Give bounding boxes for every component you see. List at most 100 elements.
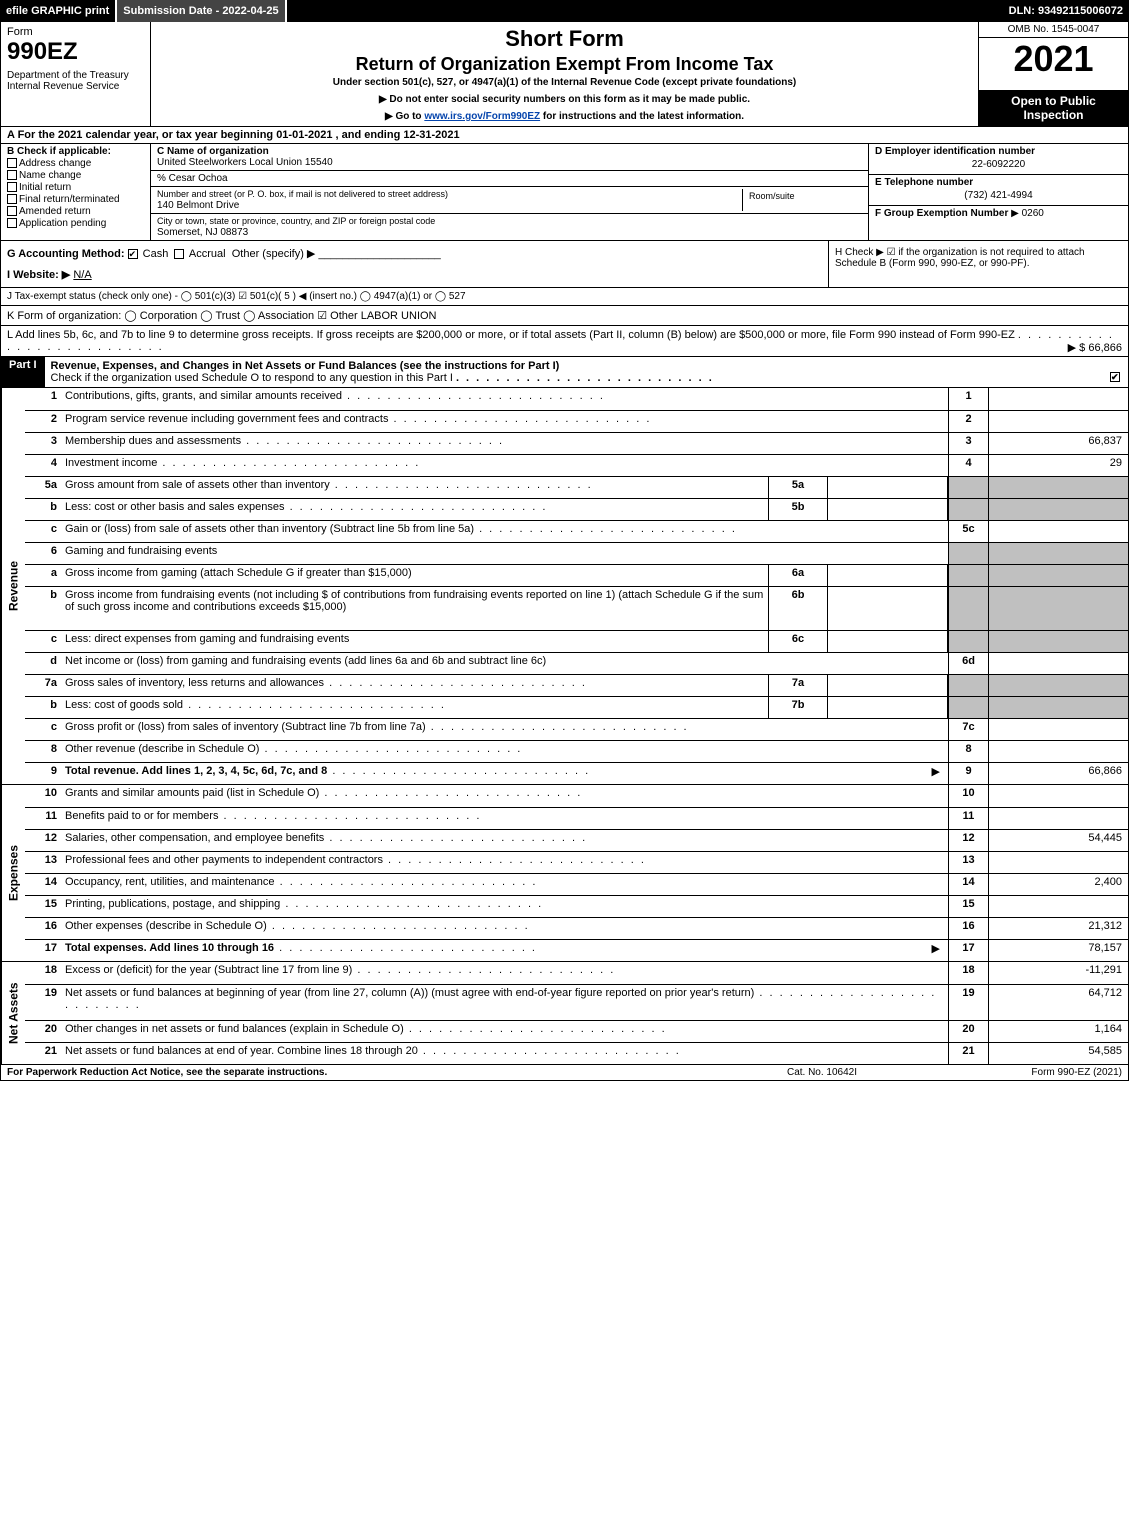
chk-cash[interactable] bbox=[128, 249, 138, 259]
line-6d: dNet income or (loss) from gaming and fu… bbox=[25, 652, 1128, 674]
chk-accrual[interactable] bbox=[174, 249, 184, 259]
chk-initial-return[interactable]: Initial return bbox=[7, 182, 144, 193]
line-15: 15Printing, publications, postage, and s… bbox=[25, 895, 1128, 917]
net-assets-block: Net Assets 18Excess or (deficit) for the… bbox=[0, 962, 1129, 1065]
line-16: 16Other expenses (describe in Schedule O… bbox=[25, 917, 1128, 939]
line-4: 4Investment income429 bbox=[25, 454, 1128, 476]
under-section: Under section 501(c), 527, or 4947(a)(1)… bbox=[157, 77, 972, 88]
line-18: 18Excess or (deficit) for the year (Subt… bbox=[25, 962, 1128, 984]
line-17: 17Total expenses. Add lines 10 through 1… bbox=[25, 939, 1128, 961]
line-6b: bGross income from fundraising events (n… bbox=[25, 586, 1128, 630]
chk-name-change[interactable]: Name change bbox=[7, 170, 144, 181]
section-b-label: B Check if applicable: bbox=[7, 146, 111, 157]
chk-address-change[interactable]: Address change bbox=[7, 158, 144, 169]
city-label: City or town, state or province, country… bbox=[157, 216, 435, 226]
line-1: 1Contributions, gifts, grants, and simil… bbox=[25, 388, 1128, 410]
street-label: Number and street (or P. O. box, if mail… bbox=[157, 189, 448, 199]
part1-header: Part I Revenue, Expenses, and Changes in… bbox=[0, 357, 1129, 388]
section-bcdef: B Check if applicable: Address change Na… bbox=[0, 144, 1129, 241]
room-label: Room/suite bbox=[749, 191, 795, 201]
line-6c: cLess: direct expenses from gaming and f… bbox=[25, 630, 1128, 652]
section-c: C Name of organization United Steelworke… bbox=[151, 144, 868, 240]
i-label: I Website: ▶ bbox=[7, 269, 70, 281]
line-3: 3Membership dues and assessments366,837 bbox=[25, 432, 1128, 454]
row-l: L Add lines 5b, 6c, and 7b to line 9 to … bbox=[0, 326, 1129, 357]
part1-sub: Check if the organization used Schedule … bbox=[51, 372, 453, 384]
topbar: efile GRAPHIC print Submission Date - 20… bbox=[0, 0, 1129, 22]
note-ssn: ▶ Do not enter social security numbers o… bbox=[157, 94, 972, 105]
department: Department of the Treasury Internal Reve… bbox=[7, 70, 144, 92]
website: N/A bbox=[73, 269, 91, 281]
form-label: Form bbox=[7, 26, 144, 38]
open-public-inspection: Open to Public Inspection bbox=[979, 90, 1128, 126]
section-b: B Check if applicable: Address change Na… bbox=[1, 144, 151, 240]
line-19: 19Net assets or fund balances at beginni… bbox=[25, 984, 1128, 1020]
revenue-block: Revenue 1Contributions, gifts, grants, a… bbox=[0, 388, 1129, 785]
d-label: D Employer identification number bbox=[875, 146, 1035, 157]
chk-application-pending[interactable]: Application pending bbox=[7, 218, 144, 229]
line-21: 21Net assets or fund balances at end of … bbox=[25, 1042, 1128, 1064]
ein: 22-6092220 bbox=[875, 157, 1122, 172]
header-center: Short Form Return of Organization Exempt… bbox=[151, 22, 978, 126]
footer-formref: Form 990-EZ (2021) bbox=[922, 1067, 1122, 1078]
care-of: % Cesar Ochoa bbox=[151, 171, 868, 187]
header-left: Form 990EZ Department of the Treasury In… bbox=[1, 22, 151, 126]
line-6a: aGross income from gaming (attach Schedu… bbox=[25, 564, 1128, 586]
row-j: J Tax-exempt status (check only one) - ◯… bbox=[0, 288, 1129, 306]
line-5b: bLess: cost or other basis and sales exp… bbox=[25, 498, 1128, 520]
note-goto: ▶ Go to www.irs.gov/Form990EZ for instru… bbox=[157, 111, 972, 122]
omb-number: OMB No. 1545-0047 bbox=[979, 22, 1128, 38]
line-7c: cGross profit or (loss) from sales of in… bbox=[25, 718, 1128, 740]
side-revenue: Revenue bbox=[1, 388, 25, 784]
form-header: Form 990EZ Department of the Treasury In… bbox=[0, 22, 1129, 127]
line-12: 12Salaries, other compensation, and empl… bbox=[25, 829, 1128, 851]
row-k: K Form of organization: ◯ Corporation ◯ … bbox=[0, 306, 1129, 326]
f-label: F Group Exemption Number bbox=[875, 208, 1008, 219]
line-2: 2Program service revenue including gover… bbox=[25, 410, 1128, 432]
form-number: 990EZ bbox=[7, 38, 144, 66]
return-title: Return of Organization Exempt From Incom… bbox=[157, 54, 972, 75]
line-9: 9Total revenue. Add lines 1, 2, 3, 4, 5c… bbox=[25, 762, 1128, 784]
line-7b: bLess: cost of goods sold7b bbox=[25, 696, 1128, 718]
line-7a: 7aGross sales of inventory, less returns… bbox=[25, 674, 1128, 696]
footer-catno: Cat. No. 10642I bbox=[722, 1067, 922, 1078]
dln: DLN: 93492115006072 bbox=[1003, 0, 1129, 22]
org-name: United Steelworkers Local Union 15540 bbox=[157, 157, 333, 168]
telephone: (732) 421-4994 bbox=[875, 188, 1122, 203]
line-5c: cGain or (loss) from sale of assets othe… bbox=[25, 520, 1128, 542]
line-14: 14Occupancy, rent, utilities, and mainte… bbox=[25, 873, 1128, 895]
line-8: 8Other revenue (describe in Schedule O)8 bbox=[25, 740, 1128, 762]
g-label: G Accounting Method: bbox=[7, 248, 125, 260]
group-exemption: ▶ 0260 bbox=[1011, 208, 1044, 219]
footer-paperwork: For Paperwork Reduction Act Notice, see … bbox=[7, 1067, 722, 1078]
line-6: 6Gaming and fundraising events bbox=[25, 542, 1128, 564]
header-right: OMB No. 1545-0047 2021 Open to Public In… bbox=[978, 22, 1128, 126]
row-g-h: G Accounting Method: Cash Accrual Other … bbox=[0, 241, 1129, 288]
row-a-calendar: A For the 2021 calendar year, or tax yea… bbox=[0, 127, 1129, 144]
chk-schedule-o[interactable] bbox=[1110, 372, 1120, 382]
side-expenses: Expenses bbox=[1, 785, 25, 961]
c-name-label: C Name of organization bbox=[157, 146, 269, 157]
expenses-block: Expenses 10Grants and similar amounts pa… bbox=[0, 785, 1129, 962]
submission-date: Submission Date - 2022-04-25 bbox=[117, 0, 286, 22]
tax-year: 2021 bbox=[979, 38, 1128, 90]
section-def: D Employer identification number 22-6092… bbox=[868, 144, 1128, 240]
part1-title: Revenue, Expenses, and Changes in Net As… bbox=[51, 360, 560, 372]
chk-final-return[interactable]: Final return/terminated bbox=[7, 194, 144, 205]
line-5a: 5aGross amount from sale of assets other… bbox=[25, 476, 1128, 498]
line-20: 20Other changes in net assets or fund ba… bbox=[25, 1020, 1128, 1042]
side-net-assets: Net Assets bbox=[1, 962, 25, 1064]
part1-badge: Part I bbox=[1, 357, 45, 387]
city: Somerset, NJ 08873 bbox=[157, 227, 248, 238]
efile-label[interactable]: efile GRAPHIC print bbox=[0, 0, 117, 22]
line-11: 11Benefits paid to or for members11 bbox=[25, 807, 1128, 829]
short-form-title: Short Form bbox=[157, 26, 972, 52]
street: 140 Belmont Drive bbox=[157, 200, 239, 211]
section-h: H Check ▶ ☑ if the organization is not r… bbox=[828, 241, 1128, 287]
chk-amended-return[interactable]: Amended return bbox=[7, 206, 144, 217]
page-footer: For Paperwork Reduction Act Notice, see … bbox=[0, 1065, 1129, 1081]
e-label: E Telephone number bbox=[875, 177, 973, 188]
line-10: 10Grants and similar amounts paid (list … bbox=[25, 785, 1128, 807]
line-13: 13Professional fees and other payments t… bbox=[25, 851, 1128, 873]
irs-link[interactable]: www.irs.gov/Form990EZ bbox=[424, 111, 540, 122]
